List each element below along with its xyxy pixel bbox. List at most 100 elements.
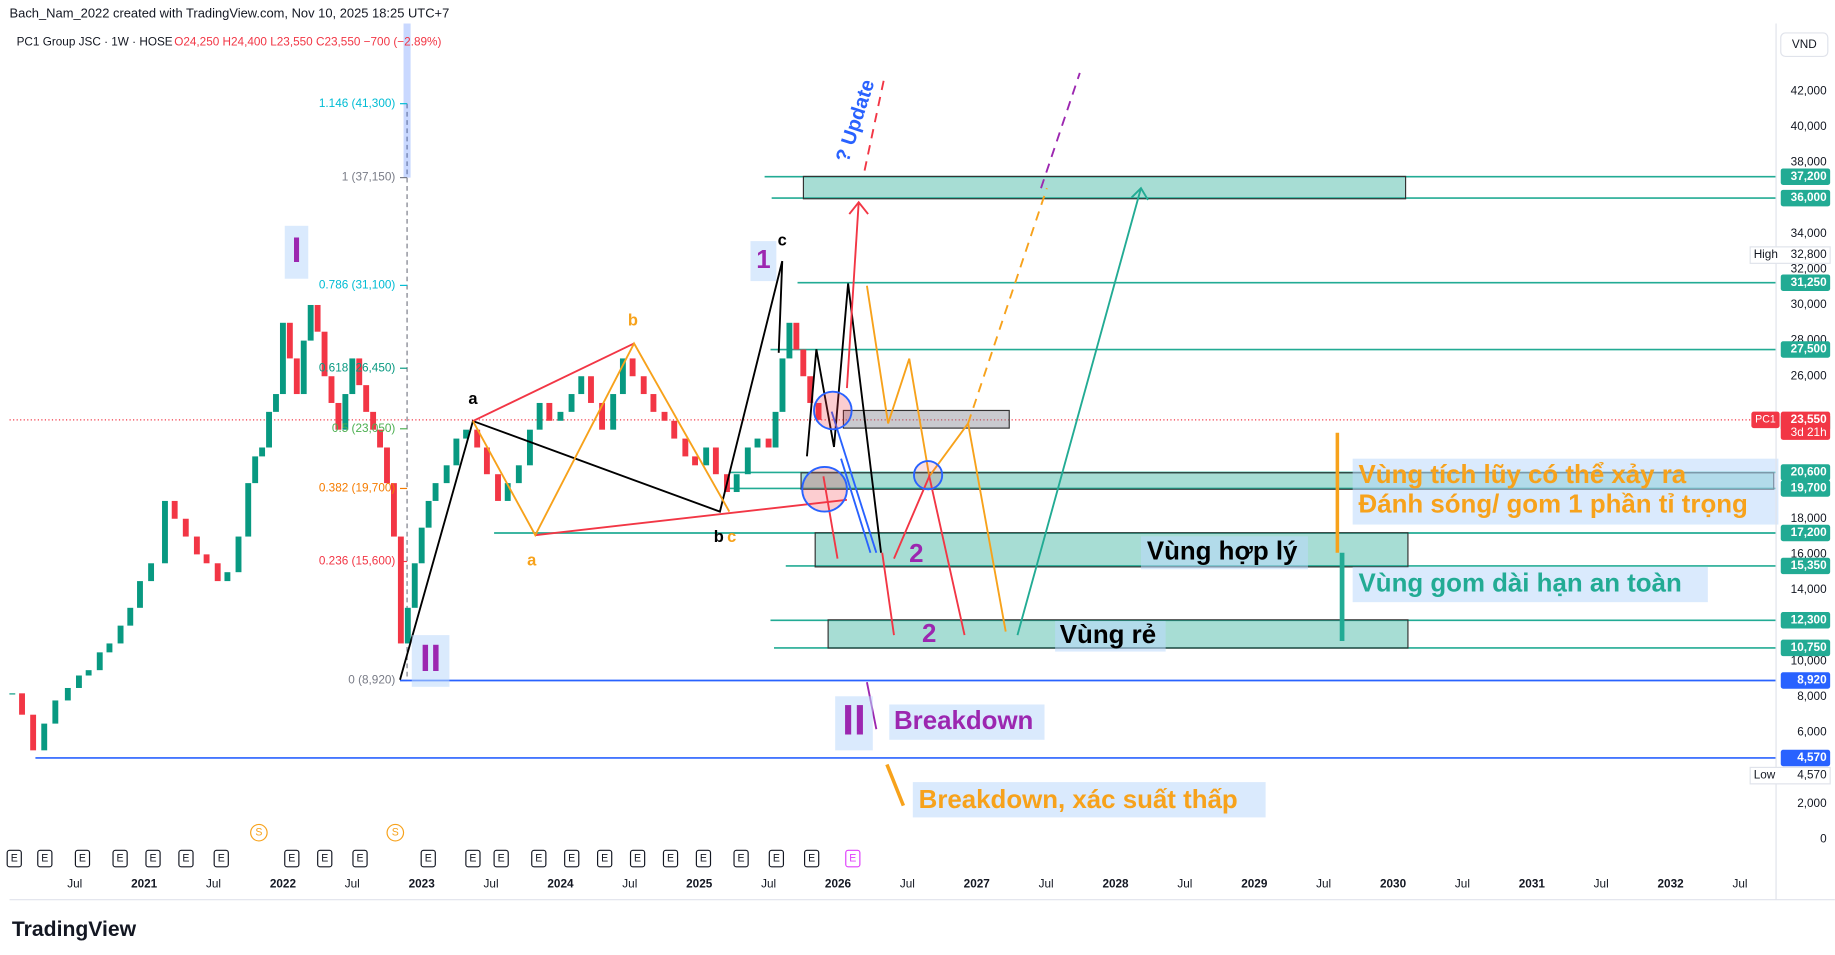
candle [578, 376, 585, 395]
candle [30, 714, 37, 751]
y-tick-label: 0 [1820, 833, 1827, 846]
candle [390, 483, 397, 537]
wave-label: II [420, 637, 441, 679]
credit: Bach_Nam_2022 created with TradingView.c… [10, 6, 450, 21]
earnings-marker [112, 849, 128, 868]
level-label: 12,300 [1791, 613, 1827, 626]
fib-label: 0.5 (23,050) [332, 422, 395, 435]
candle [377, 429, 383, 448]
wave-line [472, 341, 731, 538]
candle [404, 607, 411, 644]
low-tag [1749, 766, 1831, 785]
earnings-label: E [773, 852, 780, 864]
earnings-marker [37, 849, 53, 868]
candle [203, 554, 210, 564]
candle [137, 581, 143, 608]
label-bg [750, 241, 777, 282]
wave-label: a [527, 551, 537, 569]
earnings-label: E [568, 852, 575, 864]
x-tick-label: Jul [206, 878, 221, 891]
y-tick-label: 26,000 [1791, 369, 1827, 382]
candle [588, 376, 594, 403]
candle [182, 518, 189, 537]
candle [599, 402, 606, 430]
y-tick-label: 6,000 [1797, 726, 1827, 739]
candle [568, 394, 575, 412]
candle [411, 563, 418, 608]
candle [733, 474, 740, 493]
high-tag [1749, 246, 1831, 264]
symbol-tag-label: PC1 [1755, 414, 1776, 426]
y-tick-label: 42,000 [1791, 84, 1827, 97]
arrow [1016, 187, 1142, 636]
x-tick-label: Jul [1177, 878, 1192, 891]
candle [443, 465, 450, 484]
label-bg [411, 635, 450, 687]
candle [193, 536, 200, 555]
low-name: Low [1754, 769, 1776, 782]
annotation: Đánh sóng/ gom 1 phần tỉ trọng [1359, 491, 1748, 519]
label-bg [1140, 536, 1308, 570]
level-label: 4,570 [1797, 751, 1827, 764]
earnings-label: E [321, 852, 328, 864]
split-label: S [392, 826, 399, 838]
wave-line [967, 423, 1007, 632]
candle [321, 331, 328, 377]
candle [772, 411, 779, 448]
x-tick-label: Jul [1594, 878, 1609, 891]
candle [526, 429, 533, 466]
earnings-label: E [11, 852, 18, 864]
earnings-label: E [117, 852, 124, 864]
candle [171, 500, 178, 519]
candle [117, 625, 124, 644]
arrow [885, 763, 906, 807]
arrow [845, 202, 860, 389]
candle [384, 447, 390, 484]
x-tick-label: Jul [1732, 878, 1747, 891]
x-tick-label: Jul [1316, 878, 1331, 891]
wave-label: 2 [909, 540, 923, 568]
earnings-marker [804, 849, 820, 868]
currency-button[interactable] [1780, 32, 1829, 58]
candle [349, 358, 356, 395]
earnings-label: E [634, 852, 641, 864]
fib-label: 1.146 (41,300) [319, 97, 396, 110]
y-tick-label: 30,000 [1791, 298, 1827, 311]
candle [536, 402, 543, 430]
annotation: Vùng rẻ [1060, 621, 1156, 649]
candle [765, 438, 772, 448]
label-bg [912, 782, 1266, 818]
wave-label: 1 [756, 246, 770, 274]
annotation: Vùng gom dài hạn an toàn [1359, 569, 1682, 597]
layer [9, 304, 822, 751]
earnings-marker [493, 849, 509, 868]
earnings-marker [420, 849, 436, 868]
candle [75, 675, 82, 688]
candle [703, 447, 710, 466]
label-bg [835, 696, 873, 751]
earnings-label: E [808, 852, 815, 864]
earnings-label: E [535, 852, 542, 864]
wave-line [399, 260, 784, 681]
level-label: 37,200 [1791, 170, 1827, 183]
circle-marker [913, 460, 944, 491]
candle [504, 483, 511, 501]
earnings-label: E [667, 852, 674, 864]
y-tick-label: 38,000 [1791, 156, 1827, 169]
annotation: Breakdown, xác suất thấp [919, 786, 1238, 814]
earnings-marker [662, 849, 679, 868]
wave-label: a [468, 390, 478, 408]
candle [224, 572, 231, 582]
currency[interactable]: VND [1792, 38, 1817, 51]
earnings-marker [74, 849, 91, 868]
y-tick-label: 18,000 [1791, 512, 1827, 525]
candle [744, 447, 751, 475]
x-tick-label: 2031 [1519, 878, 1546, 891]
candle [356, 358, 363, 386]
x-tick-label: 2025 [686, 878, 713, 891]
candle [64, 687, 71, 701]
earnings-label: E [218, 852, 225, 864]
annotation: Vùng tích lũy có thể xảy ra [1359, 461, 1687, 489]
candle [273, 394, 279, 412]
fib-label: 0 (8,920) [348, 674, 395, 687]
